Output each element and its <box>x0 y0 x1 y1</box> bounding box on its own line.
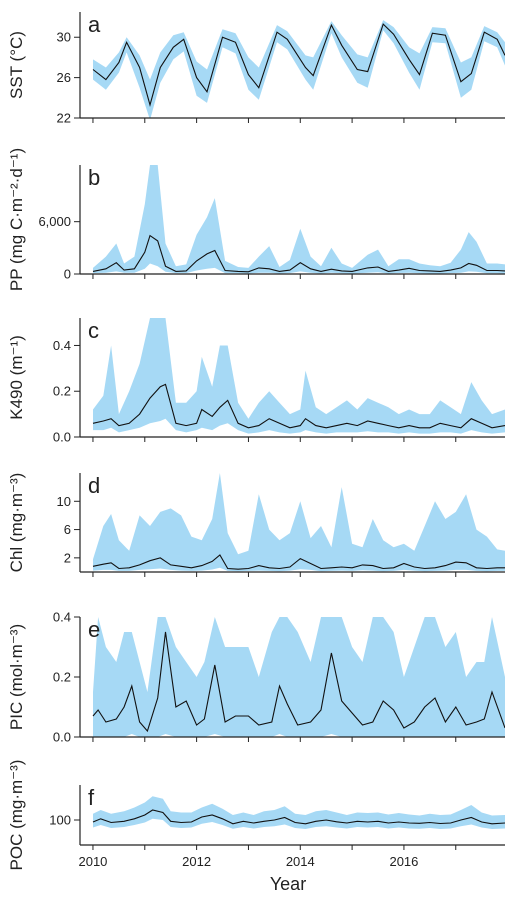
panel-f-y-tick-label: 100 <box>49 813 71 828</box>
panel-b-letter: b <box>88 165 100 190</box>
panel-c-range-band <box>93 318 505 434</box>
panel-e-y-axis-title: PIC (mol·m⁻³) <box>7 624 26 730</box>
panel-a-y-tick-label: 22 <box>57 111 71 126</box>
panel-a-y-axis-title: SST (°C) <box>7 31 26 99</box>
panel-e-y-tick-label: 0.0 <box>53 730 71 745</box>
panel-a-letter: a <box>88 12 101 37</box>
panel-d-letter: d <box>88 473 100 498</box>
panel-c-y-tick-label: 0.4 <box>53 338 71 353</box>
panel-f-y-axis-title: POC (mg·m⁻³) <box>7 760 26 871</box>
panel-e-letter: e <box>88 617 100 642</box>
x-tick-label: 2010 <box>78 854 107 869</box>
panel-b: 0 6,000 b PP (mg C·m⁻²·d⁻¹) <box>7 148 505 291</box>
panel-f: 100 f POC (mg·m⁻³) <box>7 760 505 871</box>
panel-b-mean-line <box>92 234 505 273</box>
panel-a-y-tick-label: 30 <box>57 30 71 45</box>
x-tick-label: 2012 <box>182 854 211 869</box>
panel-c-y-tick-label: 0.0 <box>53 430 71 445</box>
panel-d-y-tick-label: 6 <box>64 522 71 537</box>
panel-a-range-band <box>93 20 505 118</box>
panel-c-y-axis-title: K490 (m⁻¹) <box>7 335 26 420</box>
x-tick-label: 2016 <box>389 854 418 869</box>
panel-e-range-band <box>93 617 505 737</box>
panel-d: 2 6 10 d Chl (mg·m⁻³) <box>7 473 505 577</box>
panel-d-y-tick-label: 10 <box>57 494 71 509</box>
panel-a-y-tick-label: 26 <box>57 70 71 85</box>
panel-b-y-tick-label: 0 <box>64 267 71 282</box>
x-axis-title: Year <box>270 874 306 894</box>
panel-f-letter: f <box>88 785 95 810</box>
panel-d-y-tick-label: 2 <box>64 550 71 565</box>
panel-d-mean-line <box>92 554 505 570</box>
panel-c-letter: c <box>88 318 99 343</box>
x-tick-label: 2014 <box>286 854 315 869</box>
panel-b-y-axis-title: PP (mg C·m⁻²·d⁻¹) <box>7 148 26 291</box>
panel-a: 22 26 30 a SST (°C) <box>7 12 505 126</box>
panel-c-mean-line <box>92 383 505 429</box>
panel-a-mean-line <box>92 23 505 107</box>
panel-c-y-tick-label: 0.2 <box>53 384 71 399</box>
panel-d-range-band <box>93 473 505 572</box>
panel-b-y-tick-label: 6,000 <box>38 214 71 229</box>
x-axis: 2010 2012 2014 2016 <box>78 854 418 869</box>
panel-c: 0.0 0.2 0.4 c K490 (m⁻¹) <box>7 318 505 445</box>
panel-f-range-band <box>93 796 505 829</box>
panel-d-y-axis-title: Chl (mg·m⁻³) <box>7 473 26 573</box>
panel-e: 0.0 0.2 0.4 e PIC (mol·m⁻³) <box>7 610 505 745</box>
panel-e-y-tick-label: 0.2 <box>53 670 71 685</box>
panel-b-range-band <box>93 165 505 274</box>
panel-f-mean-line <box>92 809 505 825</box>
panel-e-mean-line <box>92 631 505 733</box>
panel-e-y-tick-label: 0.4 <box>53 610 71 625</box>
